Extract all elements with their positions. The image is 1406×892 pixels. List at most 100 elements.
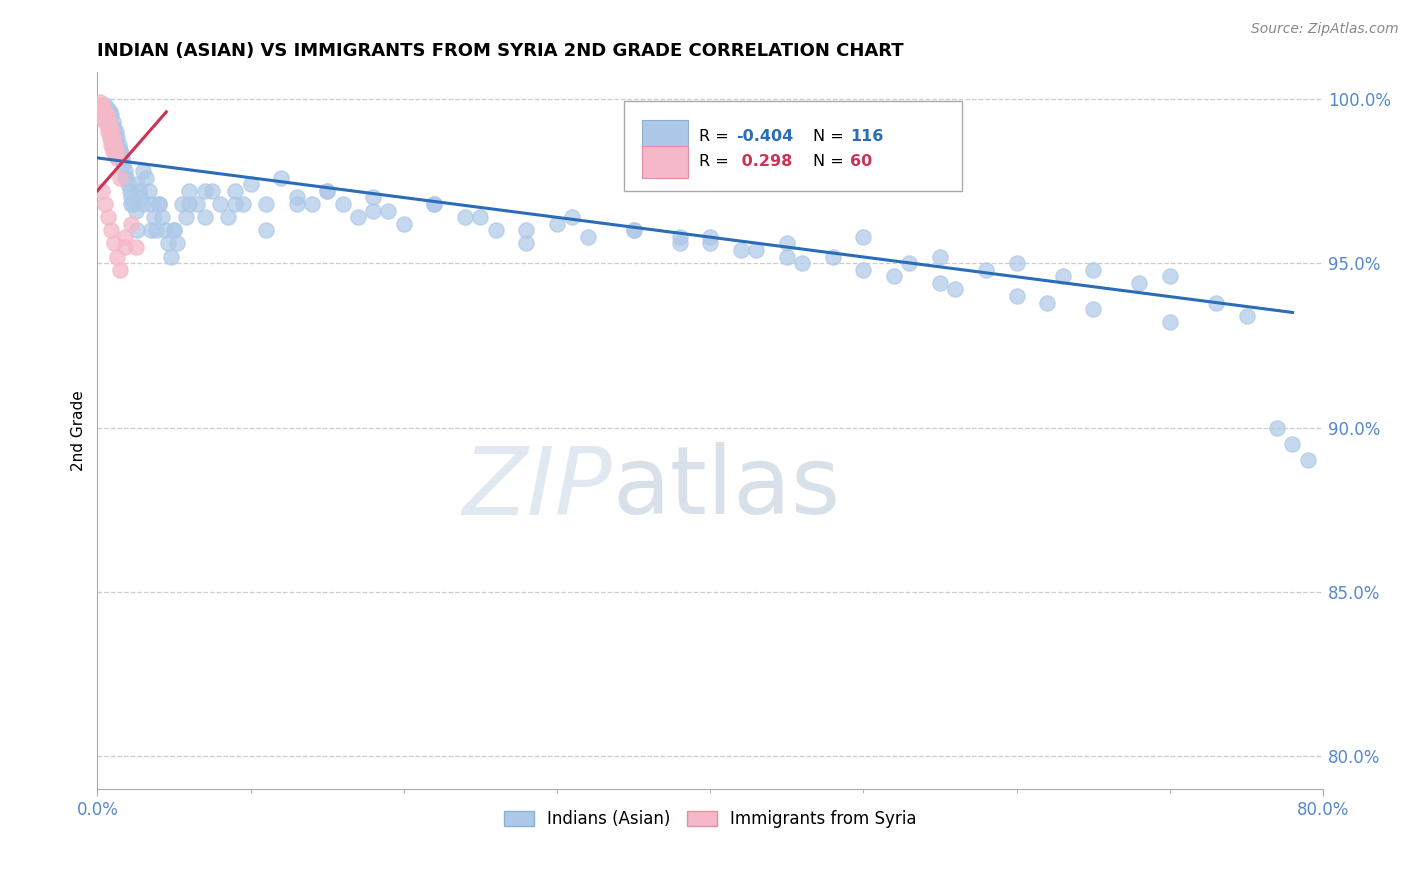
Point bbox=[98, 121, 121, 136]
Point bbox=[377, 203, 399, 218]
Point bbox=[127, 223, 149, 237]
Point bbox=[105, 131, 128, 145]
Point bbox=[163, 223, 186, 237]
Point bbox=[101, 131, 124, 145]
Point bbox=[929, 250, 952, 264]
Point bbox=[332, 197, 354, 211]
FancyBboxPatch shape bbox=[641, 120, 688, 152]
Text: -0.404: -0.404 bbox=[735, 128, 793, 144]
Point bbox=[392, 217, 415, 231]
Point bbox=[135, 170, 157, 185]
Point bbox=[94, 197, 117, 211]
Point bbox=[821, 250, 844, 264]
Point bbox=[668, 236, 690, 251]
Point bbox=[100, 128, 122, 142]
Point bbox=[792, 256, 814, 270]
Point bbox=[104, 147, 127, 161]
FancyBboxPatch shape bbox=[641, 146, 688, 178]
Point bbox=[97, 114, 120, 128]
Point bbox=[1083, 262, 1105, 277]
Point bbox=[361, 203, 384, 218]
Point bbox=[179, 197, 201, 211]
Text: R =: R = bbox=[699, 128, 734, 144]
Point bbox=[929, 276, 952, 290]
Text: N =: N = bbox=[813, 128, 849, 144]
Point bbox=[94, 108, 117, 122]
Point bbox=[100, 125, 122, 139]
Text: INDIAN (ASIAN) VS IMMIGRANTS FROM SYRIA 2ND GRADE CORRELATION CHART: INDIAN (ASIAN) VS IMMIGRANTS FROM SYRIA … bbox=[97, 42, 904, 60]
Point bbox=[114, 230, 136, 244]
Point bbox=[1265, 420, 1288, 434]
Point bbox=[776, 250, 799, 264]
Point bbox=[98, 125, 121, 139]
Point bbox=[232, 197, 254, 211]
Point bbox=[1083, 302, 1105, 317]
Point bbox=[361, 190, 384, 204]
Point bbox=[883, 269, 905, 284]
Point bbox=[143, 210, 166, 224]
Point bbox=[974, 262, 997, 277]
Point bbox=[89, 95, 111, 109]
Point bbox=[316, 184, 339, 198]
Point bbox=[97, 118, 120, 132]
Point bbox=[94, 104, 117, 119]
Point bbox=[201, 184, 224, 198]
Point bbox=[454, 210, 477, 224]
Point bbox=[105, 250, 128, 264]
Point bbox=[104, 125, 127, 139]
Point bbox=[347, 210, 370, 224]
Point bbox=[98, 131, 121, 145]
Point bbox=[100, 131, 122, 145]
Point bbox=[94, 104, 117, 119]
Point bbox=[668, 230, 690, 244]
Point bbox=[254, 197, 277, 211]
Point bbox=[97, 114, 120, 128]
Point bbox=[301, 197, 323, 211]
Point bbox=[194, 184, 217, 198]
Point bbox=[1159, 269, 1181, 284]
Point bbox=[89, 102, 111, 116]
Point bbox=[100, 137, 122, 152]
Point bbox=[270, 170, 292, 185]
Text: atlas: atlas bbox=[612, 442, 841, 534]
Point bbox=[170, 197, 193, 211]
Point bbox=[93, 104, 115, 119]
Point bbox=[124, 203, 146, 218]
Point bbox=[87, 98, 110, 112]
Point bbox=[156, 236, 179, 251]
Point bbox=[515, 236, 537, 251]
Point bbox=[179, 184, 201, 198]
Point bbox=[96, 114, 118, 128]
Point bbox=[91, 104, 114, 119]
Point bbox=[101, 135, 124, 149]
Point bbox=[114, 164, 136, 178]
Point bbox=[699, 236, 721, 251]
Point bbox=[111, 151, 134, 165]
Point bbox=[98, 121, 121, 136]
Point bbox=[117, 178, 139, 192]
Point bbox=[208, 197, 231, 211]
Point bbox=[96, 108, 118, 122]
Point bbox=[561, 210, 583, 224]
Point bbox=[148, 197, 170, 211]
Point bbox=[101, 145, 124, 159]
Point bbox=[103, 141, 125, 155]
Point bbox=[115, 170, 138, 185]
Point bbox=[110, 145, 132, 159]
Point bbox=[138, 184, 160, 198]
Point bbox=[112, 157, 135, 171]
Point bbox=[103, 137, 125, 152]
Text: ZIP: ZIP bbox=[463, 442, 612, 533]
Point bbox=[485, 223, 508, 237]
Point bbox=[94, 98, 117, 112]
Point bbox=[1005, 289, 1028, 303]
Point bbox=[94, 114, 117, 128]
Point bbox=[163, 223, 186, 237]
Point bbox=[217, 210, 239, 224]
Legend: Indians (Asian), Immigrants from Syria: Indians (Asian), Immigrants from Syria bbox=[496, 804, 924, 835]
Point bbox=[1236, 309, 1258, 323]
Point bbox=[1128, 276, 1150, 290]
Point bbox=[93, 102, 115, 116]
Point bbox=[101, 114, 124, 128]
Point bbox=[699, 230, 721, 244]
